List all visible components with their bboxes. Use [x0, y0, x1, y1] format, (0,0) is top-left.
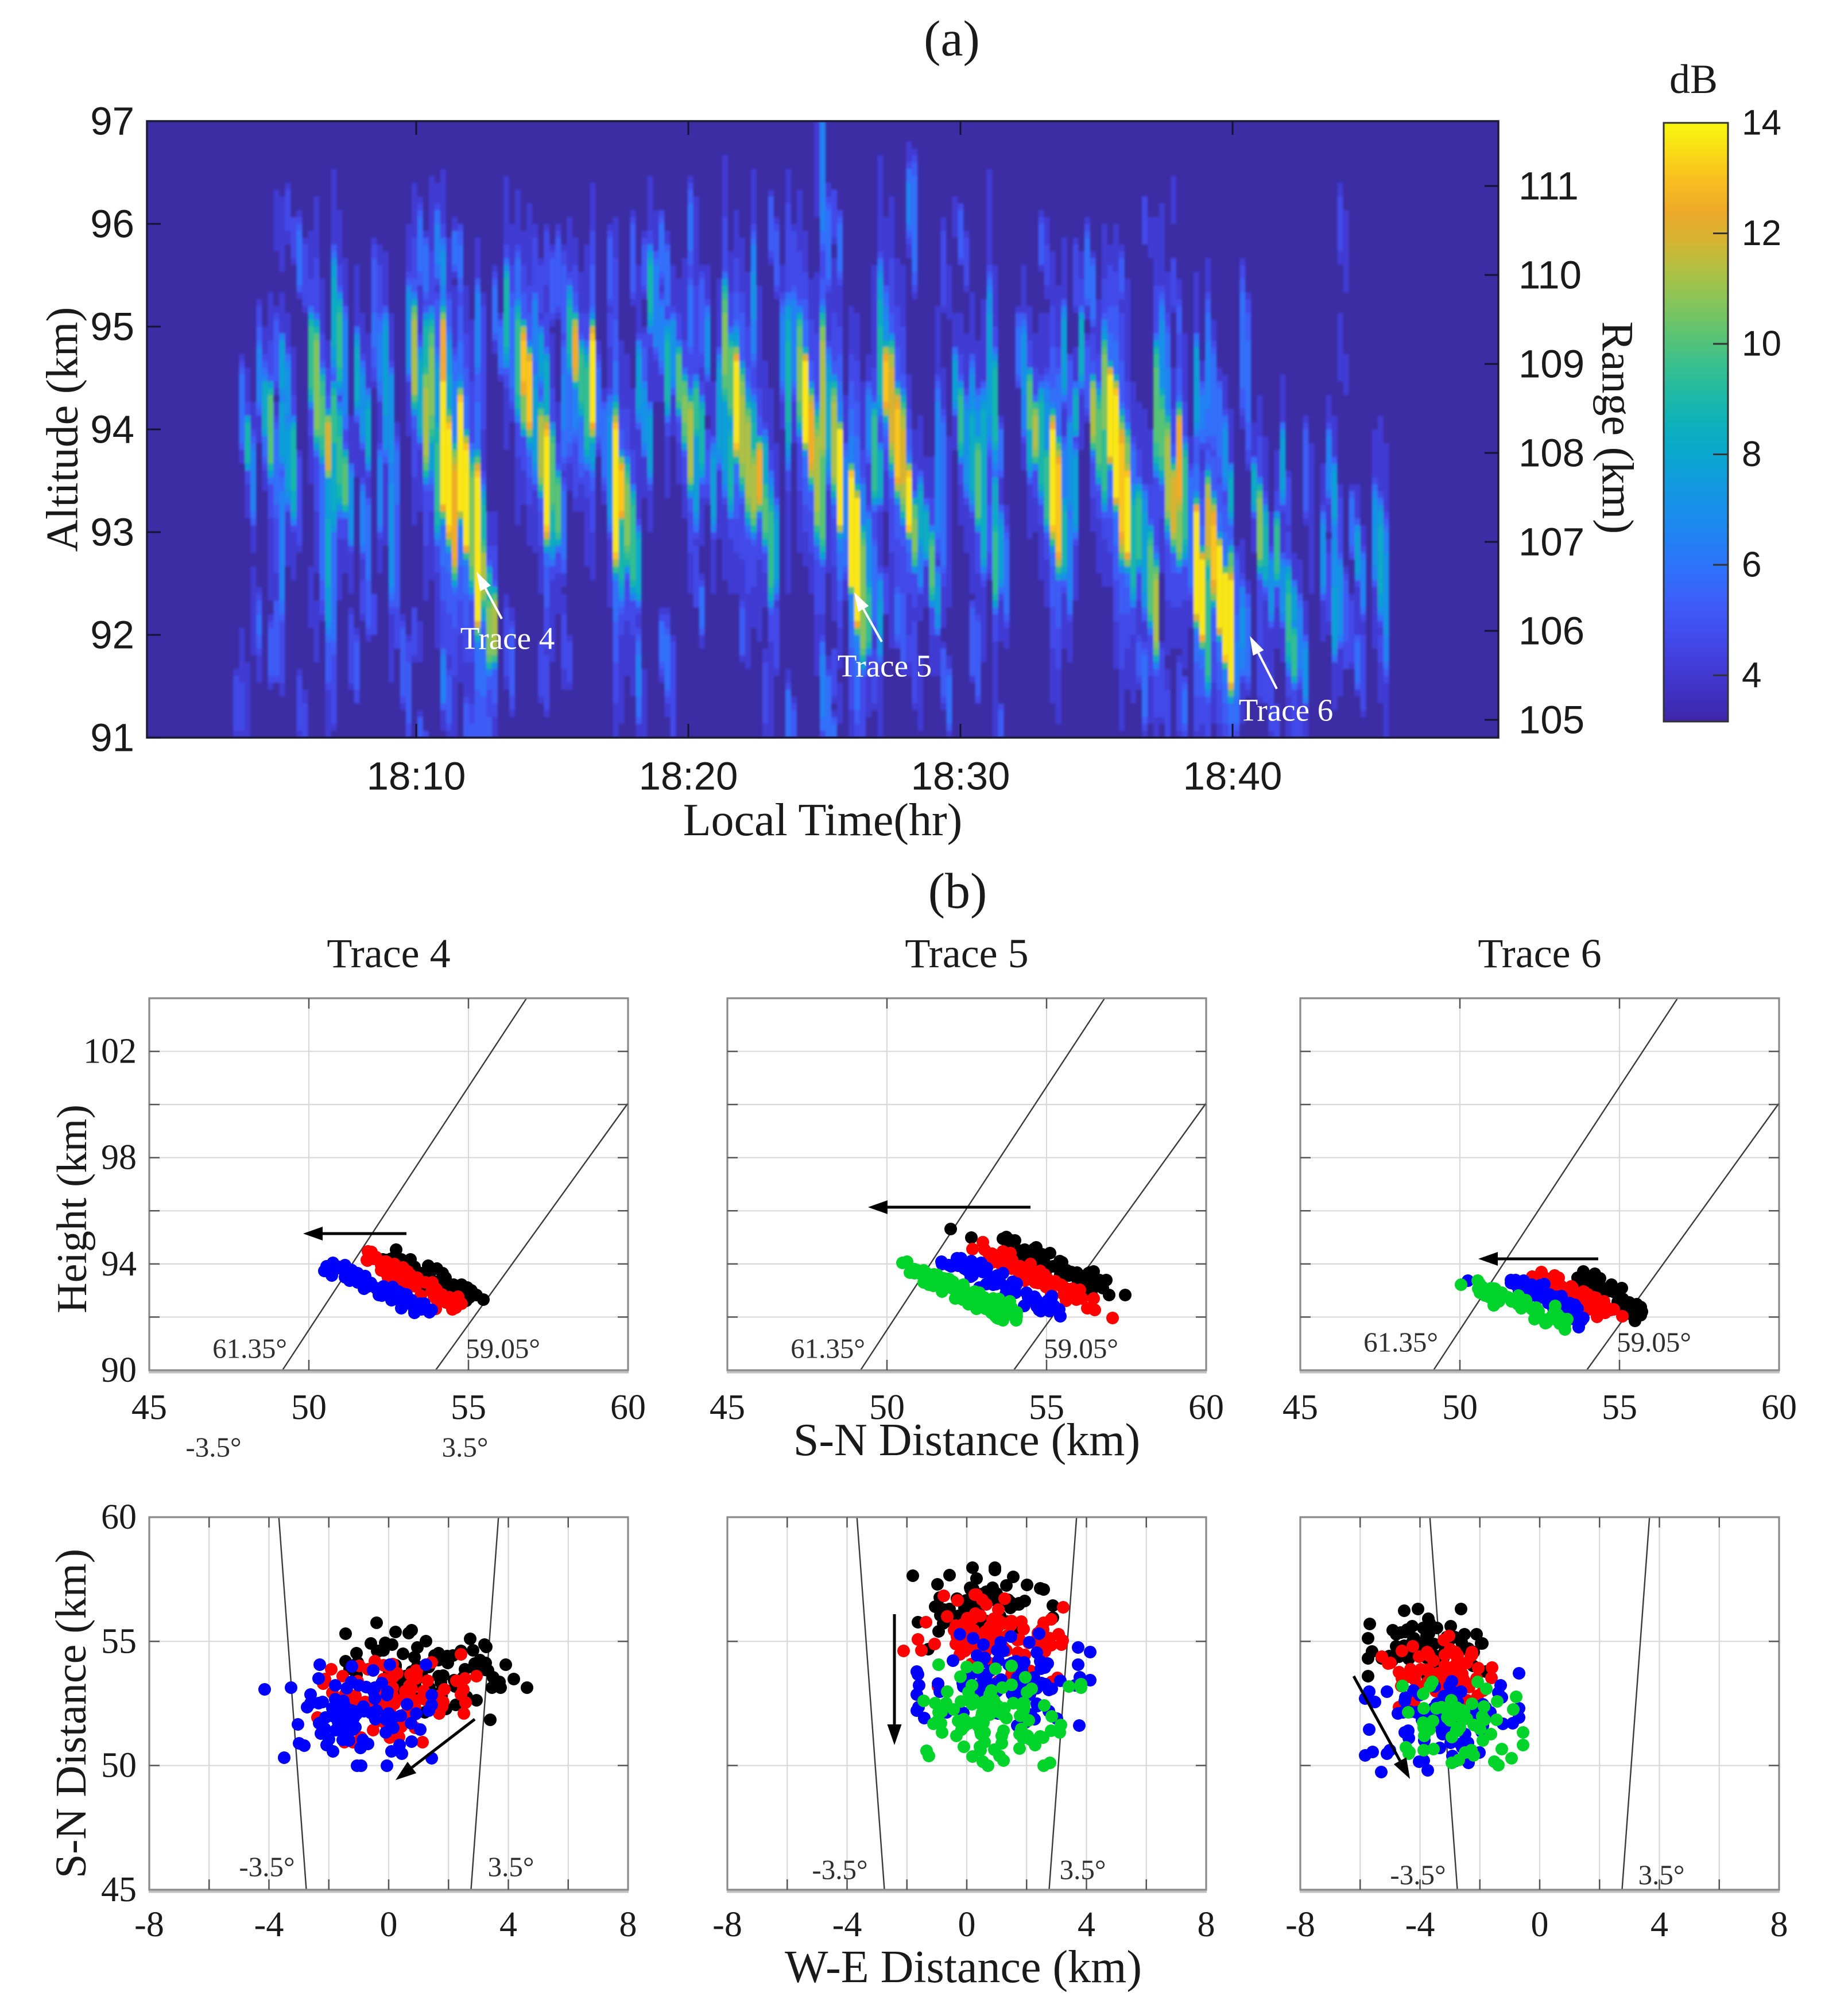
- svg-text:98: 98: [101, 1138, 137, 1177]
- svg-text:18:30: 18:30: [911, 754, 1010, 798]
- svg-text:-4: -4: [1405, 1905, 1435, 1944]
- svg-text:55: 55: [1602, 1388, 1637, 1427]
- svg-text:60: 60: [101, 1498, 137, 1537]
- svg-text:S-N Distance (km): S-N Distance (km): [793, 1415, 1140, 1466]
- svg-text:4: 4: [1078, 1905, 1095, 1944]
- svg-text:59.05°: 59.05°: [466, 1333, 540, 1364]
- svg-text:3.5°: 3.5°: [442, 1432, 489, 1463]
- svg-text:109: 109: [1518, 342, 1584, 386]
- svg-text:0: 0: [1531, 1905, 1549, 1944]
- svg-text:Range (km): Range (km): [1593, 321, 1643, 534]
- svg-text:-3.5°: -3.5°: [1390, 1859, 1446, 1891]
- svg-text:(a): (a): [924, 11, 980, 67]
- svg-text:95: 95: [90, 305, 134, 349]
- svg-text:18:20: 18:20: [639, 754, 738, 798]
- svg-text:61.35°: 61.35°: [1363, 1327, 1438, 1358]
- svg-text:3.5°: 3.5°: [488, 1851, 534, 1883]
- svg-text:Trace 5: Trace 5: [905, 931, 1028, 976]
- svg-text:(b): (b): [928, 864, 987, 920]
- svg-text:3.5°: 3.5°: [1060, 1854, 1106, 1886]
- svg-text:60: 60: [610, 1388, 646, 1427]
- svg-text:55: 55: [451, 1388, 486, 1427]
- svg-text:50: 50: [101, 1746, 137, 1785]
- svg-text:106: 106: [1518, 609, 1584, 653]
- svg-text:Trace 5: Trace 5: [838, 649, 932, 684]
- svg-text:4: 4: [499, 1905, 517, 1944]
- svg-text:-8: -8: [134, 1905, 164, 1944]
- svg-text:45: 45: [710, 1388, 745, 1427]
- svg-text:Trace 4: Trace 4: [460, 621, 555, 656]
- svg-text:12: 12: [1742, 214, 1781, 253]
- svg-text:Local Time(hr): Local Time(hr): [683, 795, 963, 846]
- svg-text:8: 8: [619, 1905, 637, 1944]
- svg-text:Trace 4: Trace 4: [327, 931, 450, 976]
- svg-text:-3.5°: -3.5°: [812, 1854, 867, 1886]
- svg-text:96: 96: [90, 202, 134, 246]
- svg-text:61.35°: 61.35°: [212, 1333, 287, 1364]
- svg-text:61.35°: 61.35°: [791, 1333, 865, 1364]
- svg-text:Height (km): Height (km): [49, 1104, 96, 1313]
- svg-text:S-N Distance (km): S-N Distance (km): [47, 1549, 95, 1878]
- svg-text:Trace 6: Trace 6: [1239, 693, 1333, 728]
- svg-text:-4: -4: [832, 1905, 862, 1944]
- svg-text:55: 55: [101, 1622, 137, 1661]
- svg-text:107: 107: [1518, 520, 1584, 564]
- svg-text:3.5°: 3.5°: [1638, 1859, 1685, 1891]
- svg-text:45: 45: [1283, 1388, 1318, 1427]
- svg-text:Altitude (km): Altitude (km): [37, 307, 87, 552]
- svg-text:8: 8: [1770, 1905, 1788, 1944]
- svg-text:92: 92: [90, 613, 134, 657]
- svg-text:93: 93: [90, 510, 134, 555]
- svg-text:10: 10: [1742, 324, 1781, 364]
- svg-text:8: 8: [1742, 435, 1761, 474]
- svg-text:-8: -8: [712, 1905, 742, 1944]
- svg-text:dB: dB: [1669, 56, 1718, 102]
- svg-text:108: 108: [1518, 431, 1584, 475]
- svg-text:111: 111: [1518, 164, 1579, 208]
- svg-text:Trace 6: Trace 6: [1478, 931, 1601, 976]
- svg-text:-4: -4: [254, 1905, 284, 1944]
- svg-text:18:10: 18:10: [367, 754, 466, 798]
- svg-text:60: 60: [1761, 1388, 1797, 1427]
- svg-text:14: 14: [1742, 103, 1781, 143]
- svg-text:94: 94: [90, 408, 134, 452]
- svg-text:50: 50: [869, 1388, 905, 1427]
- svg-text:4: 4: [1742, 656, 1761, 695]
- svg-text:18:40: 18:40: [1183, 754, 1283, 798]
- svg-text:-3.5°: -3.5°: [185, 1432, 241, 1463]
- svg-text:6: 6: [1742, 545, 1761, 585]
- svg-text:110: 110: [1518, 253, 1582, 297]
- svg-text:59.05°: 59.05°: [1044, 1333, 1118, 1364]
- svg-text:0: 0: [958, 1905, 976, 1944]
- svg-text:91: 91: [90, 716, 134, 760]
- svg-text:55: 55: [1029, 1388, 1064, 1427]
- svg-text:0: 0: [380, 1905, 398, 1944]
- svg-text:60: 60: [1188, 1388, 1224, 1427]
- svg-text:-8: -8: [1285, 1905, 1315, 1944]
- svg-text:W-E Distance (km): W-E Distance (km): [785, 1942, 1142, 1992]
- svg-text:8: 8: [1198, 1905, 1215, 1944]
- svg-text:105: 105: [1518, 698, 1584, 742]
- svg-text:45: 45: [131, 1388, 167, 1427]
- svg-text:97: 97: [90, 99, 134, 144]
- svg-text:-3.5°: -3.5°: [239, 1851, 295, 1883]
- svg-text:50: 50: [1442, 1388, 1478, 1427]
- svg-text:90: 90: [101, 1351, 137, 1390]
- svg-text:4: 4: [1650, 1905, 1668, 1944]
- svg-text:50: 50: [291, 1388, 327, 1427]
- svg-text:102: 102: [83, 1032, 137, 1071]
- svg-text:94: 94: [101, 1245, 137, 1284]
- svg-text:59.05°: 59.05°: [1617, 1327, 1691, 1358]
- svg-text:45: 45: [101, 1870, 137, 1909]
